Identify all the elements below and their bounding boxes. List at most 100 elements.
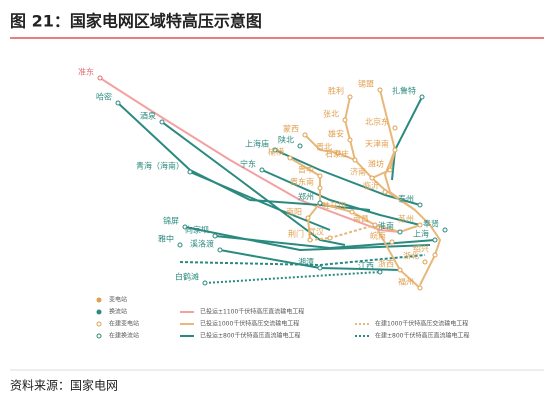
- station: [382, 189, 388, 195]
- station: [159, 119, 165, 125]
- station-label: 淮南: [378, 221, 394, 231]
- station: [97, 75, 103, 81]
- legend-label: 在建变电站: [109, 320, 139, 328]
- station-label: 上海庙: [245, 139, 269, 149]
- legend-swatch: [96, 297, 102, 303]
- station: [419, 94, 425, 100]
- station-label: 陕北: [278, 135, 294, 145]
- station-label: 泰州: [398, 194, 414, 204]
- station-label: 准东: [78, 67, 94, 77]
- station-label: 南昌: [353, 214, 369, 224]
- legend-label: 已投运±800千伏特高压直流输电工程: [200, 332, 300, 340]
- station: [259, 167, 265, 173]
- legend-swatch: [96, 321, 102, 327]
- station: [297, 143, 303, 149]
- station-label: 榆横: [268, 147, 284, 157]
- station-label: 北京东: [365, 117, 389, 127]
- station: [372, 222, 378, 228]
- station: [335, 150, 341, 156]
- station: [317, 185, 323, 191]
- station-label: 酒泉: [140, 111, 156, 121]
- station: [377, 87, 383, 93]
- station-label: 驻马店: [322, 201, 346, 211]
- station-label: 张北: [323, 110, 339, 119]
- station: [342, 117, 348, 123]
- station-label: 晋东南: [290, 177, 314, 187]
- station: [115, 100, 121, 106]
- station-label: 浙北: [403, 251, 419, 261]
- station: [217, 247, 223, 253]
- station-label: 上海: [413, 229, 429, 239]
- station-label: 湘潭: [298, 257, 314, 267]
- station-label: 哈密: [96, 92, 112, 102]
- station: [352, 157, 358, 163]
- legend-label: 在建1000千伏特高压交流输电工程: [375, 320, 468, 328]
- station: [442, 227, 448, 233]
- station-label: 雄安: [328, 129, 344, 139]
- station: [307, 237, 313, 243]
- station: [182, 224, 188, 230]
- station-label: 绍兴: [413, 244, 429, 254]
- station-label: 石家庄: [325, 149, 349, 159]
- station: [369, 175, 375, 181]
- station-label: 苏州: [398, 214, 414, 224]
- station: [317, 200, 323, 206]
- station-label: 潍坊: [368, 159, 384, 169]
- station: [392, 125, 398, 131]
- station: [317, 173, 323, 179]
- source: 资料来源：国家电网: [10, 378, 118, 393]
- station: [202, 280, 208, 286]
- station-label: 青海（海南）: [136, 161, 184, 171]
- lines: [99, 77, 442, 289]
- station-label: 向家坝: [185, 225, 209, 235]
- station-label: 雅中: [158, 234, 174, 244]
- station-label: 皖南: [370, 231, 386, 241]
- legend-label: 在建换流站: [109, 332, 139, 340]
- legend-label: 换流站: [109, 308, 127, 316]
- station: [347, 137, 353, 143]
- station: [272, 147, 278, 153]
- station: [417, 202, 423, 208]
- station: [432, 252, 438, 258]
- station: [397, 267, 403, 273]
- station-label: 南阳: [286, 207, 302, 217]
- station-label: 浙西: [378, 259, 394, 269]
- station-label: 济南: [350, 167, 366, 177]
- station: [387, 167, 393, 173]
- station-label: 宁东: [240, 159, 256, 169]
- station: [397, 229, 403, 235]
- station-label: 溪洛渡: [190, 239, 214, 249]
- title: 图 21：国家电网区域特高压示意图: [10, 12, 262, 31]
- station-label: 临沂: [363, 181, 379, 191]
- station: [212, 233, 218, 239]
- station-label: 晋中: [298, 165, 314, 175]
- station: [327, 235, 333, 241]
- station: [347, 94, 353, 100]
- station: [432, 237, 438, 243]
- station: [377, 269, 383, 275]
- station: [417, 222, 423, 228]
- station-label: 奉贤: [423, 219, 439, 229]
- station-label: 天津南: [365, 139, 389, 149]
- station-label: 扎鲁特: [392, 86, 416, 96]
- station: [177, 242, 183, 248]
- legend-label: 已投运1000千伏特高压交流输电工程: [200, 320, 299, 328]
- station: [349, 209, 355, 215]
- station: [187, 169, 193, 175]
- station: [422, 259, 428, 265]
- station: [305, 215, 311, 221]
- legend-swatch: [96, 309, 102, 315]
- station-label: 锡盟: [358, 80, 374, 89]
- station-label: 武汉: [308, 227, 324, 237]
- station-label: 福州: [398, 278, 414, 287]
- station-label: 荆门: [288, 229, 304, 239]
- legend-label: 已投运±1100千伏特高压直流输电工程: [200, 308, 304, 316]
- station: [389, 239, 395, 245]
- legend-label: 在建±800千伏特高压直流输电工程: [375, 332, 469, 340]
- station: [302, 132, 308, 138]
- station: [392, 147, 398, 153]
- station-label: 晋北: [316, 143, 332, 152]
- station: [417, 285, 423, 291]
- legend-label: 变电站: [109, 296, 127, 304]
